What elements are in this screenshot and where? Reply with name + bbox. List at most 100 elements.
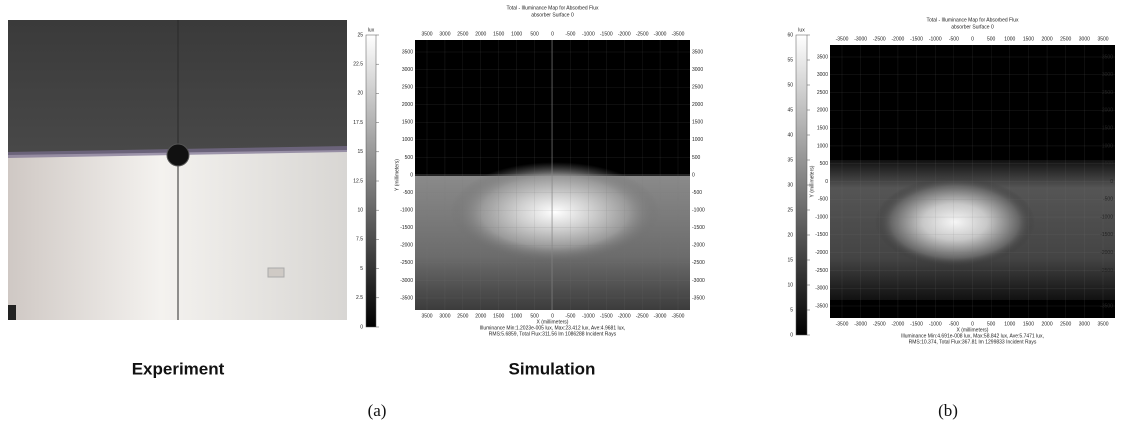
x-tick-label: -1000 [929, 36, 942, 42]
map-footer: RMS:10.374, Total Flux:367.81 lm 1299833… [909, 339, 1037, 345]
y-tick-label: -3000 [692, 278, 705, 284]
y-tick-label: -500 [818, 197, 828, 203]
x-tick-label: 2500 [457, 31, 468, 37]
map-hot-spot [875, 177, 1035, 267]
y-tick-label: 3500 [402, 49, 413, 55]
photo-corner [8, 305, 16, 320]
y-tick-label: -2500 [400, 260, 413, 266]
x-tick-label: 2000 [475, 313, 486, 319]
colorbar-tick-label: 55 [787, 57, 793, 63]
x-tick-label: 3000 [439, 313, 450, 319]
caption: (b) [938, 401, 958, 420]
colorbar-tick-label: 2.5 [356, 295, 363, 301]
y-tick-label: 2000 [402, 102, 413, 108]
colorbar-tick-label: 20 [787, 232, 793, 238]
x-tick-label: 3000 [1079, 321, 1090, 327]
x-tick-label: 2000 [1042, 321, 1053, 327]
x-tick-label: 1000 [511, 313, 522, 319]
y-tick-label: 2500 [692, 84, 703, 90]
y-tick-label: -2500 [1100, 268, 1113, 274]
x-tick-label: 3500 [421, 31, 432, 37]
x-tick-label: 1000 [1004, 321, 1015, 327]
x-tick-label: 0 [551, 313, 554, 319]
y-tick-label: -2500 [815, 268, 828, 274]
x-tick-label: 500 [530, 313, 539, 319]
x-tick-label: -2000 [892, 321, 905, 327]
x-tick-label: 2500 [1060, 321, 1071, 327]
colorbar-tick-label: 60 [787, 32, 793, 38]
colorbar [795, 34, 808, 336]
y-tick-label: 2000 [692, 102, 703, 108]
y-tick-label: -500 [403, 190, 413, 196]
x-tick-label: 1000 [511, 31, 522, 37]
x-tick-label: -1000 [582, 313, 595, 319]
x-tick-label: 0 [971, 321, 974, 327]
y-tick-label: 1000 [817, 143, 828, 149]
y-tick-label: 0 [692, 172, 695, 178]
colorbar-unit: lux [798, 27, 805, 33]
x-tick-label: 1500 [493, 31, 504, 37]
experiment-photo [8, 20, 347, 320]
x-tick-label: -500 [949, 321, 959, 327]
y-tick-label: 3000 [692, 67, 703, 73]
x-tick-label: 3000 [439, 31, 450, 37]
x-tick-label: -1500 [910, 36, 923, 42]
y-tick-label: 500 [1105, 161, 1114, 167]
y-tick-label: -500 [1103, 197, 1113, 203]
colorbar-tick-label: 40 [787, 132, 793, 138]
x-tick-label: -2500 [636, 313, 649, 319]
map-title: Total - Illuminance Map for Absorbed Flu… [927, 17, 1019, 23]
x-tick-label: 3500 [421, 313, 432, 319]
y-tick-label: -3000 [815, 286, 828, 292]
y-tick-label: 3500 [1102, 54, 1113, 60]
colorbar [365, 34, 377, 328]
x-tick-label: -1500 [600, 31, 613, 37]
x-tick-label: -3500 [836, 36, 849, 42]
y-tick-label: -1000 [815, 214, 828, 220]
x-tick-label: 0 [551, 31, 554, 37]
x-tick-label: -500 [949, 36, 959, 42]
x-tick-label: -500 [565, 31, 575, 37]
colorbar-tick-label: 15 [787, 257, 793, 263]
y-tick-label: 1000 [692, 137, 703, 143]
x-tick-label: 500 [987, 36, 996, 42]
map-footer: Illuminance Min:4.691e-008 lux, Max:58.8… [901, 333, 1044, 339]
colorbar-tick-label: 25 [787, 207, 793, 213]
colorbar-unit: lux [368, 27, 375, 33]
y-tick-label: 1000 [1102, 143, 1113, 149]
x-tick-label: 3500 [1097, 321, 1108, 327]
x-tick-label: -2500 [873, 321, 886, 327]
y-tick-label: 2000 [817, 108, 828, 114]
colorbar-tick-label: 35 [787, 157, 793, 163]
y-tick-label: -3500 [400, 295, 413, 301]
x-tick-label: -2500 [873, 36, 886, 42]
y-tick-label: -1500 [692, 225, 705, 231]
y-axis-label: Y (millimeters) [394, 159, 400, 191]
x-tick-label: 500 [987, 321, 996, 327]
y-tick-label: 1500 [402, 120, 413, 126]
colorbar-tick-label: 7.5 [356, 237, 363, 243]
x-tick-label: 1000 [1004, 36, 1015, 42]
simulation-label: Simulation [509, 359, 596, 378]
x-tick-label: -2000 [618, 313, 631, 319]
y-tick-label: 3000 [1102, 72, 1113, 78]
x-tick-label: -3500 [672, 31, 685, 37]
x-tick-label: 2500 [1060, 36, 1071, 42]
x-tick-label: -1500 [910, 321, 923, 327]
map-hot-spot [450, 162, 660, 262]
photo-sensor [166, 143, 190, 167]
y-tick-label: 0 [410, 172, 413, 178]
y-tick-label: -3500 [1100, 303, 1113, 309]
caption: (a) [368, 401, 387, 420]
x-tick-label: 2000 [1042, 36, 1053, 42]
colorbar-tick-label: 17.5 [353, 120, 363, 126]
y-tick-label: 2500 [817, 90, 828, 96]
x-tick-label: -3500 [672, 313, 685, 319]
x-tick-label: 1500 [1023, 321, 1034, 327]
x-tick-label: -500 [565, 313, 575, 319]
x-tick-label: -2000 [618, 31, 631, 37]
y-tick-label: -1500 [400, 225, 413, 231]
map-subtitle: absorber Surface 0 [951, 24, 994, 30]
map-footer: Illuminance Min:1.2023e-005 lux, Max:23.… [480, 325, 626, 331]
y-tick-label: 2500 [1102, 90, 1113, 96]
